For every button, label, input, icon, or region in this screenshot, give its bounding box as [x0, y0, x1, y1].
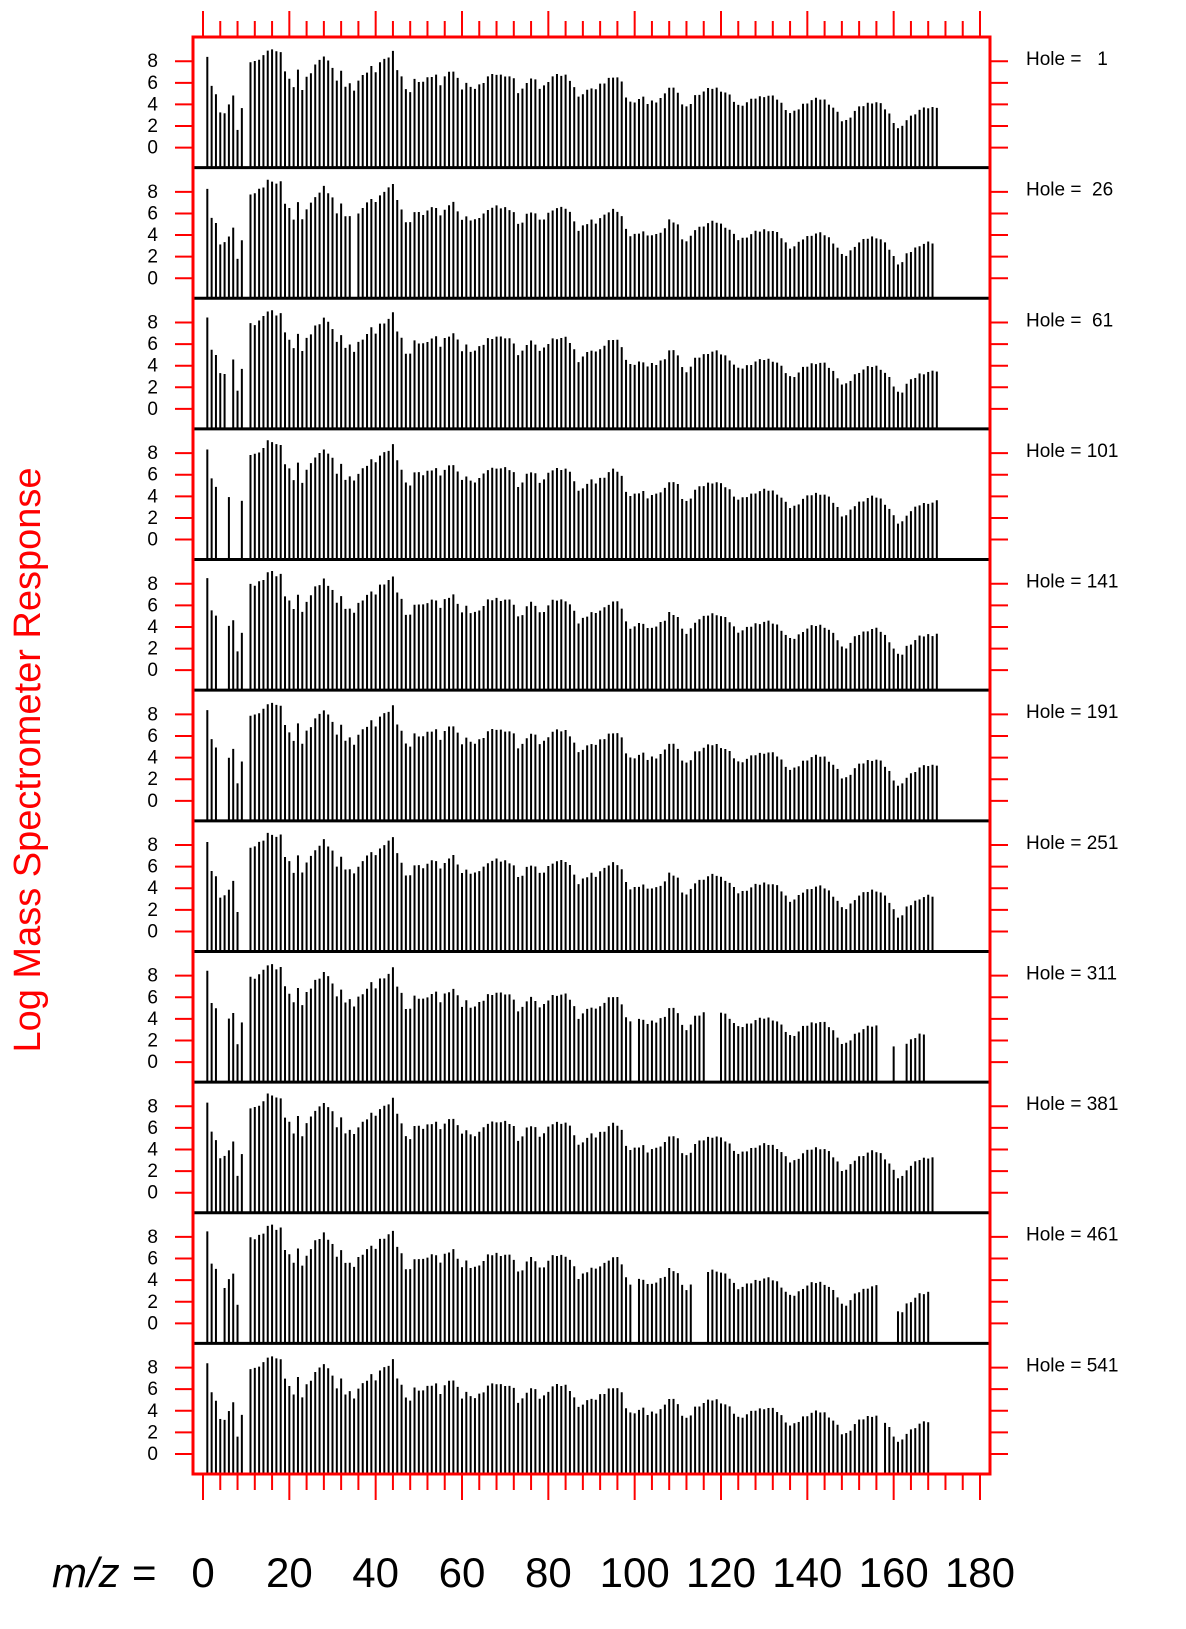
chart-frame	[191, 35, 992, 1476]
y-tick-label: 8	[147, 1358, 158, 1379]
y-tick-label: 4	[147, 94, 158, 115]
x-tick-label: 160	[859, 1549, 929, 1596]
y-tick-label: 2	[147, 1161, 158, 1182]
y-tick-label: 0	[147, 138, 158, 159]
y-tick-label: 0	[147, 1183, 158, 1204]
y-tick-label: 0	[147, 921, 158, 942]
y-tick-label: 6	[147, 1379, 158, 1400]
x-tick-label: 120	[686, 1549, 756, 1596]
y-tick-label: 2	[147, 639, 158, 660]
y-tick-label: 2	[147, 508, 158, 529]
y-tick-label: 8	[147, 312, 158, 333]
y-tick-label: 4	[147, 617, 158, 638]
y-tick-label: 4	[147, 486, 158, 507]
y-tick-label: 6	[147, 857, 158, 878]
x-tick-label: 140	[772, 1549, 842, 1596]
y-tick-label: 4	[147, 1401, 158, 1422]
y-tick-label: 2	[147, 769, 158, 790]
x-axis-prefix: m/z =	[52, 1549, 156, 1596]
y-tick-label: 6	[147, 465, 158, 486]
y-tick-label: 4	[147, 1009, 158, 1030]
y-tick-label: 0	[147, 1444, 158, 1465]
y-tick-label: 6	[147, 987, 158, 1008]
y-tick-label: 6	[147, 1249, 158, 1270]
y-tick-label: 2	[147, 1292, 158, 1313]
y-tick-label: 8	[147, 182, 158, 203]
panel-label: Hole = 141	[1026, 572, 1118, 593]
y-tick-label: 2	[147, 247, 158, 268]
y-tick-label: 2	[147, 377, 158, 398]
plot-border	[191, 35, 992, 1476]
y-tick-label: 0	[147, 1313, 158, 1334]
x-tick-label: 100	[600, 1549, 670, 1596]
panel-label: Hole = 381	[1026, 1094, 1118, 1115]
y-tick-label: 8	[147, 1096, 158, 1117]
y-tick-label: 8	[147, 704, 158, 725]
y-tick-label: 0	[147, 1052, 158, 1073]
y-tick-label: 0	[147, 660, 158, 681]
y-tick-label: 0	[147, 268, 158, 289]
y-tick-label: 8	[147, 443, 158, 464]
panel-label: Hole = 191	[1026, 702, 1118, 723]
y-tick-label: 2	[147, 1030, 158, 1051]
y-tick-label: 2	[147, 900, 158, 921]
x-axis: m/z = 0 20 40 60 80 100 120 140 160 180	[52, 11, 1015, 1596]
x-tick-label: 60	[439, 1549, 486, 1596]
y-tick-label: 4	[147, 878, 158, 899]
panel-label: Hole = 101	[1026, 441, 1118, 462]
y-tick-label: 6	[147, 1118, 158, 1139]
y-tick-label: 8	[147, 51, 158, 72]
y-tick-label: 2	[147, 116, 158, 137]
panel-label: Hole = 1	[1026, 49, 1108, 70]
y-tick-label: 6	[147, 334, 158, 355]
panel-label: Hole = 26	[1026, 180, 1113, 201]
panel-label: Hole = 61	[1026, 310, 1113, 331]
y-tick-label: 8	[147, 574, 158, 595]
y-tick-label: 4	[147, 356, 158, 377]
y-tick-label: 4	[147, 748, 158, 769]
y-tick-label: 6	[147, 73, 158, 94]
y-tick-label: 6	[147, 726, 158, 747]
y-tick-label: 8	[147, 835, 158, 856]
y-tick-label: 0	[147, 399, 158, 420]
panel-label: Hole = 251	[1026, 833, 1118, 854]
panel-label: Hole = 541	[1026, 1355, 1118, 1376]
y-tick-label: 8	[147, 1227, 158, 1248]
y-tick-label: 0	[147, 530, 158, 551]
x-tick-label: 20	[266, 1549, 313, 1596]
panel-label: Hole = 311	[1026, 963, 1117, 984]
y-axis-title: Log Mass Spectrometer Response	[7, 467, 49, 1052]
y-tick-label: 4	[147, 1270, 158, 1291]
y-tick-label: 0	[147, 791, 158, 812]
x-tick-label: 0	[191, 1549, 214, 1596]
y-tick-label: 8	[147, 966, 158, 987]
y-tick-label: 6	[147, 203, 158, 224]
y-tick-label: 4	[147, 1140, 158, 1161]
y-tick-label: 4	[147, 225, 158, 246]
x-tick-label: 180	[945, 1549, 1015, 1596]
x-tick-label: 80	[525, 1549, 572, 1596]
x-tick-label: 40	[352, 1549, 399, 1596]
y-tick-label: 6	[147, 595, 158, 616]
panel-label: Hole = 461	[1026, 1225, 1118, 1246]
y-tick-label: 2	[147, 1422, 158, 1443]
